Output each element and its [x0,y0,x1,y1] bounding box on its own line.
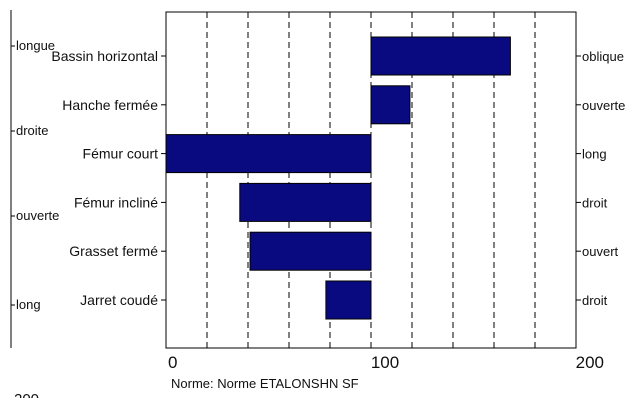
category-label: Fémur court [83,146,159,162]
bar [370,36,511,76]
left-panel-labels: longue droite ouverte long [11,38,59,312]
bar [165,134,372,174]
bar [249,231,372,271]
bar [370,85,411,125]
left-panel-label: longue [16,38,55,53]
left-panel-label: ouverte [16,208,59,223]
x-tick-label: 0 [168,353,177,372]
left-panel: longue droite ouverte long 200 [10,10,59,398]
bar [239,182,372,222]
x-axis-label: Norme: Norme ETALONSHN SF [171,376,359,391]
category-labels: Bassin horizontal Hanche fermée Fémur cour… [51,48,158,308]
category-label: Jarret coudé [80,292,158,308]
right-label: ouverte [582,98,625,113]
plot: Bassin horizontal Hanche fermée Fémur cour… [51,11,625,391]
right-label: ouvert [582,244,619,259]
right-label: long [582,147,607,162]
x-tick-label: 200 [576,353,604,372]
bars [165,36,511,320]
x-tick-label: 100 [371,353,399,372]
right-label: droit [582,195,608,210]
right-label: droit [582,293,608,308]
right-labels: oblique ouverte long droit ouvert droit [582,49,625,308]
category-label: Bassin horizontal [51,48,158,64]
category-label: Fémur incliné [74,194,158,210]
category-label: Grasset fermé [69,243,158,259]
left-panel-label: long [16,297,41,312]
bottom-left-fragment: 200 [14,391,39,398]
right-label: oblique [582,49,624,64]
x-tick-labels: 0 100 200 [168,353,604,372]
left-panel-label: droite [16,123,49,138]
axis-ticks [161,55,581,348]
bar [325,280,372,320]
category-label: Hanche fermée [62,97,158,113]
